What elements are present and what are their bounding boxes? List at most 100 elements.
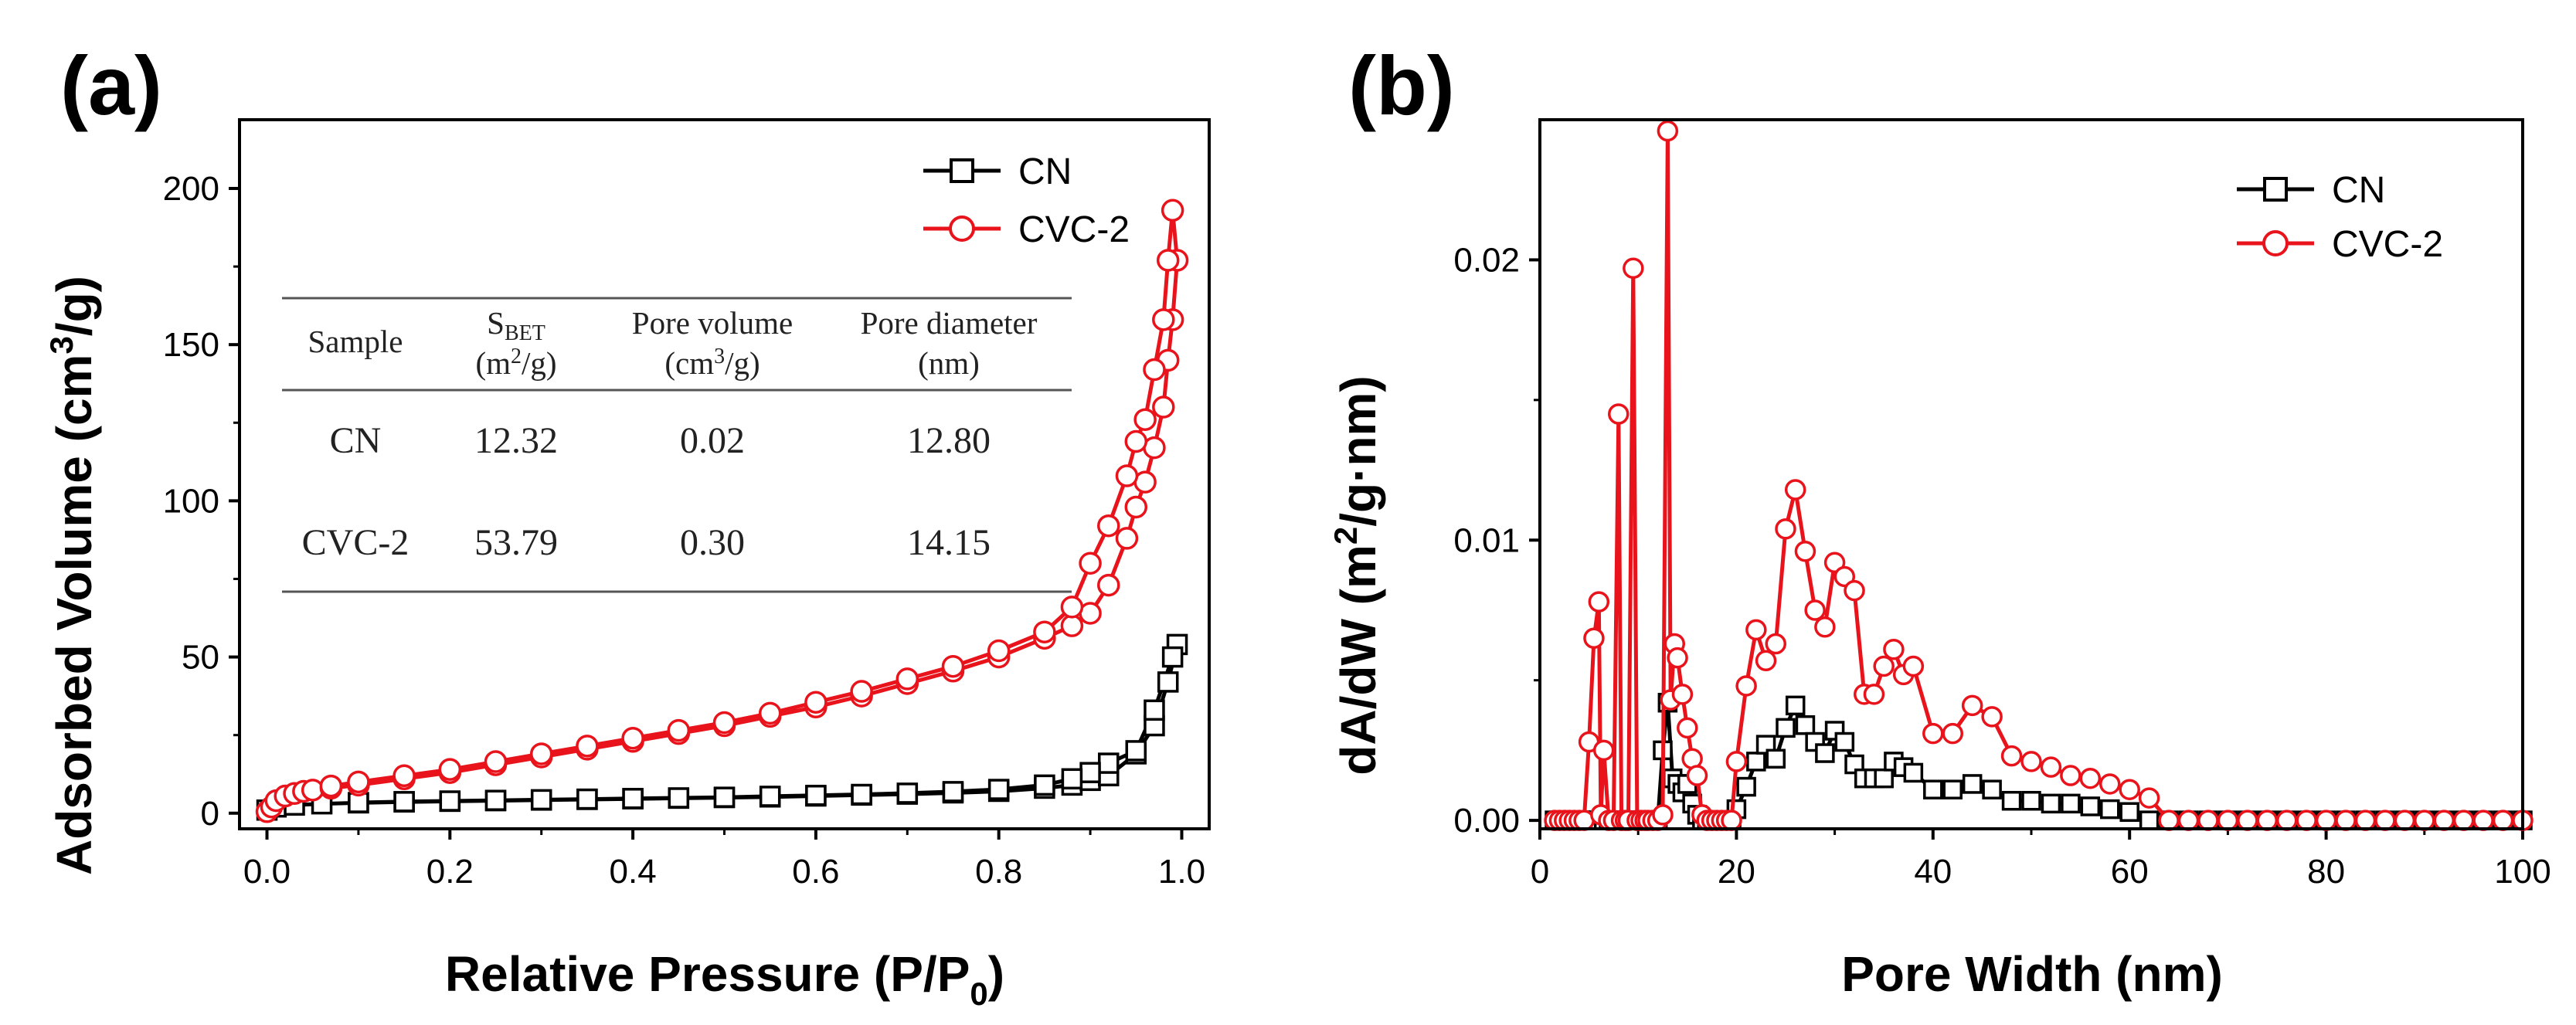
legend-cvc-marker [949,216,975,242]
data-point-cvc-2 [1981,706,2003,728]
data-point-cn [1785,695,1806,716]
data-point-cn [1034,774,1055,796]
data-point-cvc-2 [667,718,691,742]
data-point-cn [1982,779,2002,799]
data-point-cvc-2 [1873,655,1895,677]
data-point-cvc-2 [2158,809,2180,831]
data-point-cvc-2 [1863,684,1885,705]
data-point-cn [1962,774,1983,794]
data-point-cvc-2 [2217,809,2239,831]
data-point-cn [622,788,644,809]
data-point-cn [2021,790,2041,811]
data-point-cn [484,789,507,811]
data-point-cvc-2 [2000,745,2023,767]
table-cell-r1-c0: CVC-2 [302,522,410,563]
panel-a-plot-frame [238,118,1211,830]
table-cell-r1-c1: 53.79 [474,522,558,563]
data-point-cvc-2 [1677,717,1698,739]
data-point-cvc-2 [2256,809,2279,831]
data-point-cn [1144,699,1165,721]
table-header-sbet-unit: (m2/g) [475,344,556,381]
table-header-pore-volume: Pore volume [632,305,793,341]
data-point-cvc-2 [2177,809,2200,831]
panel-a-xlabel: Relative Pressure (P/P0) [445,946,1004,1012]
data-point-cn [1098,752,1120,774]
panel-b-ylabel: dA/dW (m2/g·nm) [1327,375,1386,775]
panel-a-ylabel: Adsorbed Volume (cm3/g) [43,276,102,875]
data-point-cvc-2 [2335,809,2357,831]
table-cell-r0-c3: 12.80 [907,420,991,461]
data-point-cn [1161,646,1184,668]
x-tick-label: 60 [2111,853,2149,891]
data-point-cvc-2 [2079,767,2102,789]
data-point-cvc-2 [1156,249,1180,272]
data-point-cn [1746,752,1766,772]
data-point-cn [1795,714,1816,735]
table-cell-r0-c0: CN [330,420,382,461]
data-point-cvc-2 [1725,751,1748,772]
data-point-cvc-2 [438,758,462,781]
data-point-cvc-2 [1735,675,1757,697]
table-cell-r1-c2: 0.30 [680,522,745,563]
data-point-cn [530,789,552,811]
data-point-cn [576,788,598,810]
data-point-cn [1942,779,1963,799]
panel-a: (a) Adsorbed Volume (cm3/g) Relative Pre… [43,39,1211,1012]
y-tick-label: 200 [163,170,219,208]
data-point-cvc-2 [1152,308,1175,331]
data-point-cvc-2 [393,764,416,788]
data-point-cn [668,787,690,809]
data-point-cn [2061,793,2081,814]
data-point-cvc-2 [1097,514,1120,538]
data-point-cvc-2 [1124,495,1148,519]
y-tick-label: 0.01 [1453,521,1520,559]
data-point-cvc-2 [1152,395,1175,419]
data-point-cvc-2 [850,680,873,703]
legend-cn-label: CN [2332,170,2385,211]
data-point-cvc-2 [2414,809,2435,831]
panel-a-label: (a) [60,39,162,132]
data-point-cn [1776,718,1796,738]
data-point-cvc-2 [2138,787,2160,809]
data-point-cvc-2 [1844,579,1865,602]
data-point-cvc-2 [941,654,965,678]
data-point-cn [2001,790,2022,811]
panel-b-xlabel: Pore Width (nm) [1841,946,2223,1002]
data-point-cvc-2 [1623,257,1644,280]
table-header-sbet: SBET [487,305,545,345]
data-point-cvc-2 [2020,751,2042,772]
data-point-cvc-2 [1667,647,1688,669]
data-point-cn [2139,810,2160,830]
legend-cn-marker [2263,177,2288,202]
data-point-cn [2119,802,2139,822]
legend-cvc-marker [2262,230,2289,256]
data-point-cvc-2 [1794,541,1816,562]
data-point-cn [1125,740,1147,762]
table-header-pore-diameter-unit: (nm) [918,345,980,381]
data-point-cvc-2 [1775,518,1796,540]
data-point-cvc-2 [1814,616,1836,638]
data-point-cvc-2 [529,742,553,765]
x-tick-label: 100 [2494,853,2551,891]
data-point-cvc-2 [1060,614,1084,637]
data-point-cvc-2 [1961,694,1983,717]
data-point-cn [805,784,827,806]
data-point-cvc-2 [347,770,370,794]
data-point-cvc-2 [1115,527,1139,550]
panel-a-series [255,199,1189,823]
x-tick-label: 0.0 [243,853,291,891]
data-point-cvc-2 [576,735,599,758]
data-point-cvc-2 [758,701,782,725]
data-point-cn [1157,671,1179,693]
data-point-cvc-2 [2433,809,2455,831]
data-point-cvc-2 [2040,756,2062,778]
data-point-cvc-2 [1583,627,1605,650]
data-point-cvc-2 [301,779,325,802]
data-point-cvc-2 [1745,619,1767,641]
data-point-cvc-2 [1097,573,1120,597]
data-point-cn [2080,796,2101,816]
y-tick-label: 50 [182,639,219,677]
data-point-cvc-2 [2197,809,2219,831]
data-point-cvc-2 [2374,809,2396,831]
data-point-cvc-2 [2452,809,2475,831]
